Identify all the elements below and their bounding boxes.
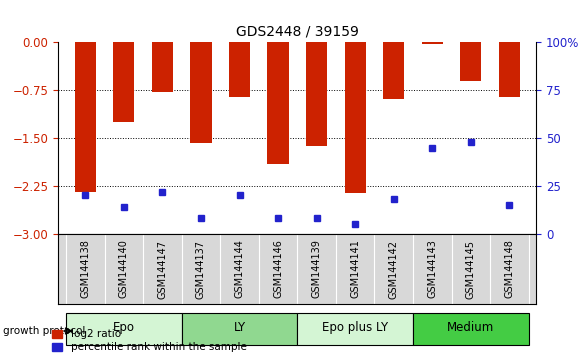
Text: Epo: Epo: [113, 321, 135, 334]
Bar: [190, 42, 212, 143]
Bar: [460, 42, 482, 81]
Bar: [152, 42, 173, 92]
Bar: [113, 42, 135, 122]
Text: GSM144139: GSM144139: [311, 240, 322, 298]
Bar: [345, 42, 366, 194]
Bar: [383, 42, 405, 98]
Legend: log2 ratio, percentile rank within the sample: log2 ratio, percentile rank within the s…: [52, 329, 247, 352]
Text: GSM144140: GSM144140: [119, 240, 129, 298]
Title: GDS2448 / 39159: GDS2448 / 39159: [236, 24, 359, 39]
Bar: [229, 42, 250, 97]
Text: GSM144141: GSM144141: [350, 240, 360, 298]
Text: GSM144148: GSM144148: [504, 240, 514, 298]
FancyBboxPatch shape: [66, 313, 182, 345]
FancyBboxPatch shape: [297, 313, 413, 345]
Text: GSM144144: GSM144144: [234, 240, 244, 298]
Text: GSM144146: GSM144146: [273, 240, 283, 298]
Text: GSM144147: GSM144147: [157, 240, 167, 298]
Text: GSM144138: GSM144138: [80, 240, 90, 298]
Text: LY: LY: [233, 321, 245, 334]
Text: GSM144137: GSM144137: [196, 240, 206, 298]
FancyBboxPatch shape: [413, 313, 529, 345]
Text: Epo plus LY: Epo plus LY: [322, 321, 388, 334]
Text: Medium: Medium: [447, 321, 494, 334]
Text: GSM144145: GSM144145: [466, 240, 476, 298]
Text: growth protocol: growth protocol: [3, 326, 85, 336]
Bar: [422, 42, 443, 44]
Text: GSM144142: GSM144142: [389, 240, 399, 298]
FancyBboxPatch shape: [182, 313, 297, 345]
Text: GSM144143: GSM144143: [427, 240, 437, 298]
Bar: [306, 42, 327, 146]
Bar: [75, 42, 96, 192]
Bar: [499, 42, 520, 97]
Bar: [268, 42, 289, 164]
